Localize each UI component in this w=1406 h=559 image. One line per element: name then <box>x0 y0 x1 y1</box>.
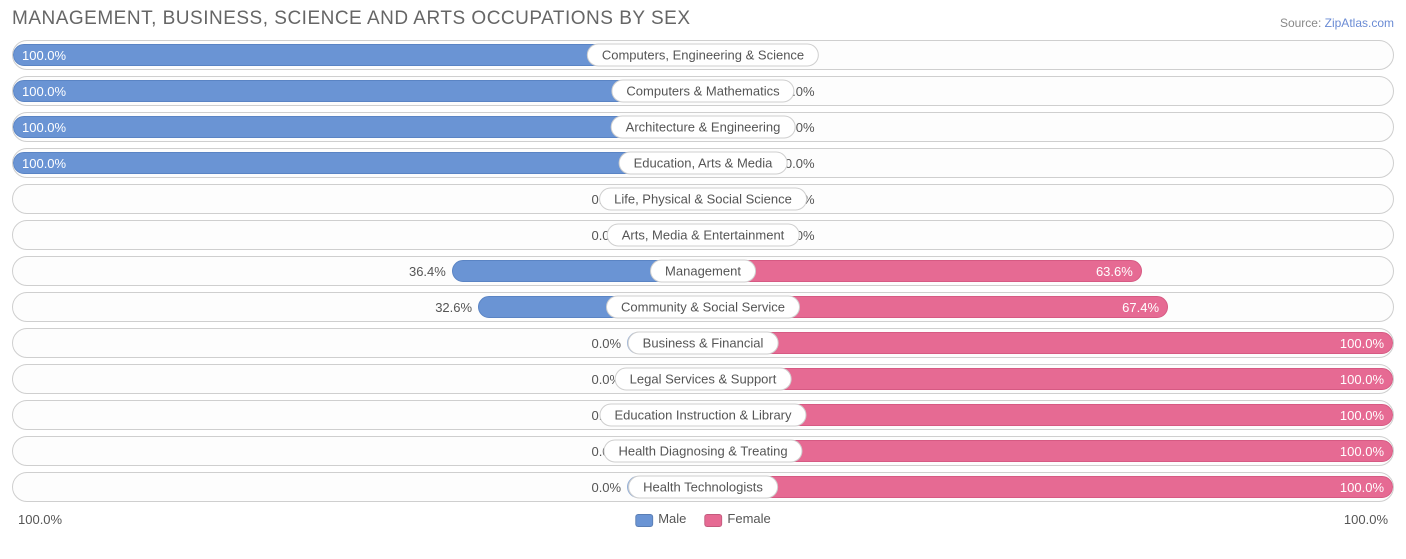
female-value: 100.0% <box>1340 333 1384 353</box>
category-label: Health Diagnosing & Treating <box>603 440 802 463</box>
male-bar: 100.0% <box>13 116 703 138</box>
chart-row: 0.0% 100.0% Health Technologists <box>12 472 1394 502</box>
male-value: 0.0% <box>591 473 621 501</box>
legend-swatch-male <box>635 514 653 527</box>
legend-swatch-female <box>704 514 722 527</box>
female-value: 100.0% <box>1340 405 1384 425</box>
legend-male-label: Male <box>658 511 686 526</box>
category-label: Arts, Media & Entertainment <box>607 224 800 247</box>
chart-row: 32.6% 67.4% Community & Social Service <box>12 292 1394 322</box>
chart-row: 0.0%100.0%Health Diagnosing & Treating <box>12 436 1394 466</box>
male-value: 0.0% <box>591 329 621 357</box>
category-label: Business & Financial <box>628 332 779 355</box>
female-value: 100.0% <box>1340 477 1384 497</box>
source-link[interactable]: ZipAtlas.com <box>1325 16 1394 30</box>
legend: Male Female <box>635 511 771 526</box>
chart-header: MANAGEMENT, BUSINESS, SCIENCE AND ARTS O… <box>12 8 1394 30</box>
male-value: 100.0% <box>22 45 66 65</box>
female-value: 100.0% <box>1340 369 1384 389</box>
axis-label-left: 100.0% <box>18 512 62 527</box>
male-value: 100.0% <box>22 153 66 173</box>
chart-source: Source: ZipAtlas.com <box>1280 16 1394 30</box>
female-value: 0.0% <box>785 149 815 177</box>
category-label: Legal Services & Support <box>615 368 792 391</box>
legend-female: Female <box>704 511 770 526</box>
chart-row: 0.0% 100.0% Business & Financial <box>12 328 1394 358</box>
female-value: 63.6% <box>1096 261 1133 281</box>
category-label: Community & Social Service <box>606 296 800 319</box>
female-bar: 100.0% <box>703 476 1393 498</box>
chart-row: 100.0%0.0%Computers, Engineering & Scien… <box>12 40 1394 70</box>
category-label: Health Technologists <box>628 476 778 499</box>
female-bar: 100.0% <box>703 332 1393 354</box>
legend-female-label: Female <box>727 511 770 526</box>
source-prefix: Source: <box>1280 16 1325 30</box>
category-label: Education Instruction & Library <box>599 404 806 427</box>
chart-row: 0.0%0.0%Arts, Media & Entertainment <box>12 220 1394 250</box>
male-value: 100.0% <box>22 81 66 101</box>
female-value: 67.4% <box>1122 297 1159 317</box>
category-label: Life, Physical & Social Science <box>599 188 807 211</box>
female-bar: 100.0% <box>703 368 1393 390</box>
male-bar: 100.0% <box>13 152 703 174</box>
diverging-bar-chart: 100.0% 0.0% Computers, Engineering & Scien… <box>12 40 1394 502</box>
axis-label-right: 100.0% <box>1344 512 1388 527</box>
chart-row: 36.4% 63.6% Management <box>12 256 1394 286</box>
category-label: Management <box>650 260 756 283</box>
female-bar: 100.0% <box>703 440 1393 462</box>
category-label: Computers & Mathematics <box>611 80 794 103</box>
male-value: 32.6% <box>435 293 472 321</box>
female-bar: 63.6% <box>703 260 1142 282</box>
category-label: Computers, Engineering & Science <box>587 44 819 67</box>
male-value: 100.0% <box>22 117 66 137</box>
female-value: 100.0% <box>1340 441 1384 461</box>
chart-title: MANAGEMENT, BUSINESS, SCIENCE AND ARTS O… <box>12 8 691 30</box>
male-bar: 100.0% <box>13 80 703 102</box>
category-label: Education, Arts & Media <box>619 152 788 175</box>
male-value: 36.4% <box>409 257 446 285</box>
chart-row: 0.0%0.0%Life, Physical & Social Science <box>12 184 1394 214</box>
chart-footer: 100.0% Male Female 100.0% <box>12 508 1394 530</box>
chart-row: 100.0%0.0%Architecture & Engineering <box>12 112 1394 142</box>
chart-row: 0.0%100.0%Education Instruction & Librar… <box>12 400 1394 430</box>
chart-row: 0.0%100.0%Legal Services & Support <box>12 364 1394 394</box>
chart-row: 100.0%0.0%Computers & Mathematics <box>12 76 1394 106</box>
category-label: Architecture & Engineering <box>611 116 796 139</box>
chart-row: 100.0% 0.0%Education, Arts & Media <box>12 148 1394 178</box>
legend-male: Male <box>635 511 686 526</box>
female-bar: 100.0% <box>703 404 1393 426</box>
